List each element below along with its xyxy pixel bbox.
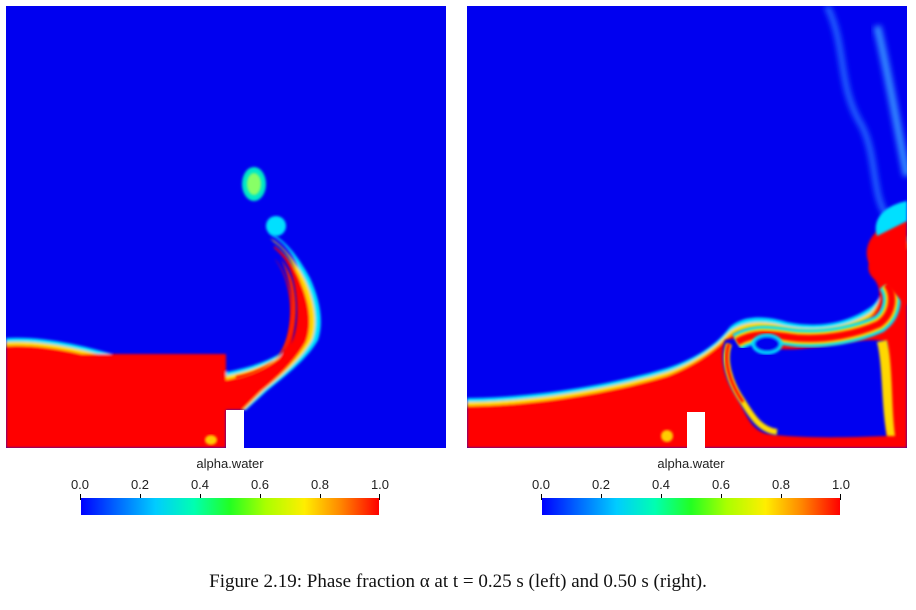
- colorbar-tick-label: 1.0: [831, 477, 851, 492]
- colorbar-tick-label: 0.4: [651, 477, 671, 492]
- colorbar-left: alpha.water 0.0 0.2 0.4 0.6 0.8 1.0: [71, 456, 389, 520]
- colorbar-tick-marks: [80, 494, 380, 500]
- colorbar-title: alpha.water: [196, 456, 264, 471]
- splash-spot: [661, 430, 673, 442]
- splash-spot: [205, 435, 217, 445]
- trapped-bubble: [751, 333, 783, 355]
- colorbar-tick-label: 1.0: [370, 477, 390, 492]
- colorbar-tick-marks: [541, 494, 841, 500]
- colorbar-tick-label: 0.6: [250, 477, 270, 492]
- colorbar-tick-labels: 0.0 0.2 0.4 0.6 0.8 1.0: [60, 477, 400, 493]
- air-pocket: [722, 338, 887, 438]
- colorbar-tick-label: 0.4: [190, 477, 210, 492]
- colorbar-tick-label: 0.6: [711, 477, 731, 492]
- phase-fraction-plot-right: [467, 6, 907, 448]
- colorbar-tick-label: 0.0: [531, 477, 551, 492]
- obstacle: [226, 410, 244, 448]
- figure-caption: Figure 2.19: Phase fraction α at t = 0.2…: [209, 571, 707, 592]
- field-right-svg: [467, 6, 907, 448]
- colorbar-tick-label: 0.2: [591, 477, 611, 492]
- colorbar-tick-label: 0.8: [771, 477, 791, 492]
- phase-fraction-plot-left: [6, 6, 446, 448]
- vapor-streak: [873, 25, 907, 177]
- colorbar-tick-label: 0.2: [130, 477, 150, 492]
- wall-film: [877, 340, 895, 436]
- wall-splash: [866, 220, 907, 306]
- colorbar-tick-labels: 0.0 0.2 0.4 0.6 0.8 1.0: [521, 477, 861, 493]
- colorbar-right: alpha.water 0.0 0.2 0.4 0.6 0.8 1.0: [532, 456, 850, 520]
- colorbar-gradient: [81, 498, 379, 515]
- colorbar-gradient: [542, 498, 840, 515]
- droplet-upper-core: [247, 173, 261, 195]
- colorbar-tick-label: 0.0: [70, 477, 90, 492]
- colorbar-tick-label: 0.8: [310, 477, 330, 492]
- droplet-lower: [266, 216, 286, 236]
- vapor-streak: [824, 6, 890, 218]
- obstacle: [687, 412, 705, 448]
- water-body: [6, 232, 321, 448]
- wall-splash-edge: [875, 201, 907, 236]
- curl-core: [725, 343, 745, 403]
- field-left-svg: [6, 6, 446, 448]
- colorbar-title: alpha.water: [657, 456, 725, 471]
